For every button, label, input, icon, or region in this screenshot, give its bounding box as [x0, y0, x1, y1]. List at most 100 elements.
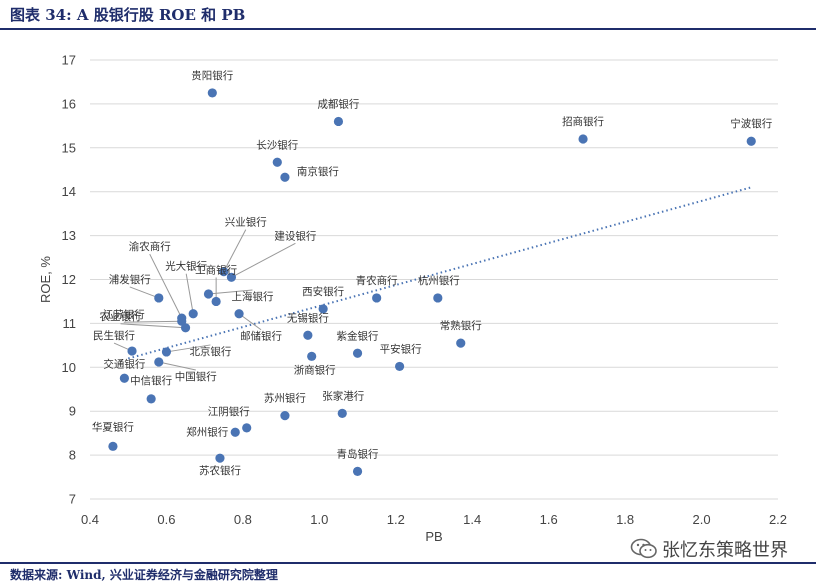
- point-label: 贵阳银行: [191, 69, 233, 82]
- y-tick-label: 13: [62, 228, 76, 243]
- y-tick-label: 17: [62, 53, 76, 68]
- data-point: [161, 347, 172, 357]
- point-label: 中国银行: [175, 370, 217, 383]
- data-point: [395, 361, 405, 372]
- y-tick-label: 10: [62, 360, 76, 375]
- point-label: 紫金银行: [337, 329, 379, 342]
- point-label: 江苏银行: [103, 308, 145, 321]
- point-label: 渝农商行: [129, 240, 171, 253]
- data-point: [127, 346, 137, 356]
- x-tick-label: 1.0: [310, 512, 328, 527]
- point-label: 无锡银行: [287, 311, 329, 324]
- x-tick-label: 1.4: [463, 512, 481, 527]
- y-tick-label: 7: [69, 492, 76, 507]
- y-tick-label: 8: [69, 448, 76, 463]
- data-point: [456, 338, 466, 348]
- data-point: [188, 309, 198, 319]
- data-point: [226, 272, 237, 282]
- x-tick-label: 1.6: [540, 512, 558, 527]
- data-point: [119, 373, 129, 383]
- data-point: [272, 157, 282, 167]
- point-label: 工商银行: [195, 263, 237, 276]
- data-point: [242, 423, 252, 433]
- data-point: [234, 309, 244, 319]
- leader-line: [223, 229, 247, 272]
- x-tick-label: 2.2: [769, 512, 787, 527]
- point-label: 郑州银行: [186, 425, 228, 438]
- title-rule: [0, 28, 816, 30]
- data-point: [230, 427, 240, 437]
- x-tick-label: 1.2: [387, 512, 405, 527]
- watermark: 张忆东策略世界: [630, 536, 788, 562]
- point-label: 浙商银行: [294, 363, 336, 376]
- figure-title: 图表 34: A 股银行股 ROE 和 PB: [10, 6, 246, 24]
- point-label: 民生银行: [93, 329, 135, 342]
- leader-line: [158, 361, 196, 371]
- point-label: 招商银行: [562, 115, 604, 128]
- leader-line: [123, 320, 182, 323]
- y-tick-label: 15: [62, 140, 76, 155]
- point-label: 浦发银行: [109, 273, 151, 286]
- point-label: 南京银行: [297, 165, 339, 178]
- point-label: 青岛银行: [337, 447, 379, 460]
- data-point: [372, 293, 382, 303]
- point-label: 青农商行: [356, 274, 398, 287]
- data-point: [746, 136, 756, 146]
- data-point: [280, 410, 290, 421]
- data-point: [219, 266, 229, 277]
- data-point: [303, 330, 313, 340]
- data-point: [578, 134, 588, 144]
- point-label: 宁波银行: [730, 117, 772, 130]
- scatter-chart: 7 8 9 10 11 12 13 14 15 16 17 0.4 0.6 0.8 1.0 1.2 1.4 1.…: [38, 53, 787, 545]
- leader-line: [120, 323, 186, 329]
- leader-line: [149, 253, 183, 319]
- point-label: 常熟银行: [440, 319, 482, 332]
- point-label: 农业银行: [100, 310, 142, 323]
- point-label: 苏州银行: [264, 392, 306, 405]
- point-label: 苏农银行: [199, 464, 241, 477]
- point-label: 平安银行: [380, 342, 422, 355]
- data-point: [146, 394, 156, 404]
- y-axis-label: ROE, %: [38, 256, 53, 303]
- data-point: [352, 348, 363, 358]
- data-point: [180, 323, 191, 333]
- label-leader-lines: [113, 229, 296, 371]
- x-axis-label: PB: [425, 529, 442, 544]
- x-tick-label: 0.8: [234, 512, 252, 527]
- x-tick-label: 2.0: [693, 512, 711, 527]
- point-label: 兴业银行: [225, 216, 267, 229]
- point-label: 西安银行: [302, 285, 344, 298]
- point-label: 上海银行: [231, 290, 273, 303]
- data-point: [337, 408, 347, 418]
- data-point: [333, 116, 344, 127]
- point-label: 华夏银行: [92, 420, 134, 433]
- y-tick-label: 9: [69, 404, 76, 419]
- leader-line: [231, 242, 296, 278]
- x-tick-label: 0.6: [157, 512, 175, 527]
- data-point: [318, 304, 328, 314]
- y-tick-label: 16: [62, 96, 76, 111]
- point-label: 交通银行: [103, 357, 145, 370]
- point-label: 北京银行: [189, 345, 231, 358]
- watermark-text: 张忆东策略世界: [662, 540, 788, 561]
- point-label: 光大银行: [165, 260, 207, 273]
- data-point: [307, 351, 317, 361]
- leader-line: [166, 344, 211, 353]
- data-points: [108, 88, 756, 476]
- point-label: 中信银行: [130, 374, 172, 387]
- point-label: 杭州银行: [418, 274, 460, 287]
- grid-lines: [90, 59, 778, 500]
- data-point: [215, 453, 225, 463]
- source-note: 数据来源: Wind, 兴业证券经济与金融研究院整理: [10, 568, 278, 582]
- data-point: [154, 357, 164, 367]
- x-tick-label: 0.4: [81, 512, 99, 527]
- point-label: 张家港行: [322, 389, 364, 402]
- leader-line: [129, 286, 159, 299]
- y-tick-label: 14: [62, 184, 76, 199]
- y-tick-label: 11: [63, 316, 77, 331]
- x-tick-label: 1.8: [616, 512, 634, 527]
- leader-line: [185, 273, 194, 314]
- data-point: [203, 289, 214, 299]
- data-point: [154, 293, 164, 303]
